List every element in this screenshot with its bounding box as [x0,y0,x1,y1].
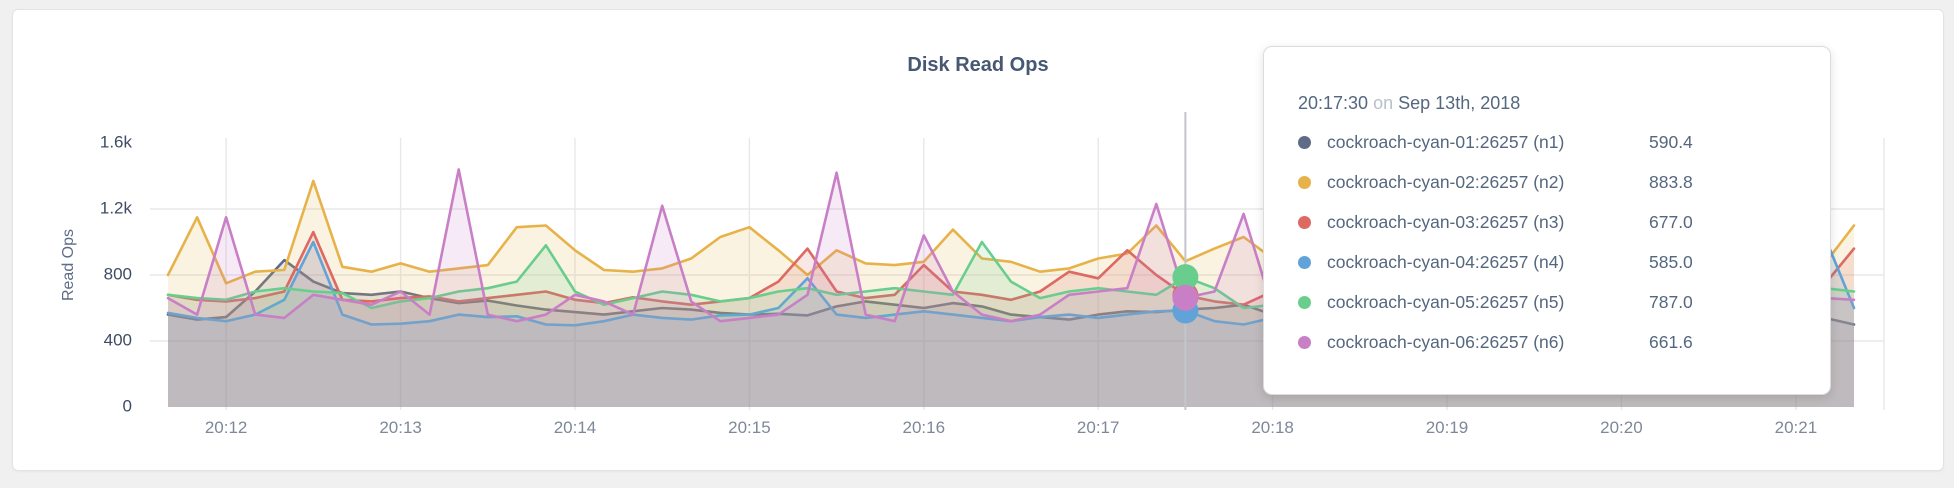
x-tick-label: 20:15 [728,418,771,437]
series-value: 883.8 [1649,171,1693,192]
series-label: cockroach-cyan-02:26257 (n2) [1327,171,1565,192]
tooltip-time: 20:17:30 [1298,93,1369,113]
series-label: cockroach-cyan-01:26257 (n1) [1327,131,1565,152]
series-color-dot [1298,335,1311,349]
series-value: 787.0 [1649,291,1693,312]
tooltip-row: cockroach-cyan-02:26257 (n2) 883.8 [1298,162,1800,202]
hover-dots [1172,264,1199,324]
y-tick-label: 1.6k [100,132,133,151]
series-color-dot [1298,175,1311,189]
series-label: cockroach-cyan-06:26257 (n6) [1327,331,1565,352]
x-tick-label: 20:18 [1251,418,1294,437]
tooltip-row: cockroach-cyan-06:26257 (n6) 661.6 [1298,322,1800,362]
x-tick-label: 20:16 [903,418,946,437]
y-tick-label: 1.2k [100,198,133,217]
series-label: cockroach-cyan-04:26257 (n4) [1327,251,1565,272]
series-label: cockroach-cyan-05:26257 (n5) [1327,291,1565,312]
x-tick-label: 20:14 [554,418,597,437]
y-tick-label: 400 [104,330,132,349]
series-value: 661.6 [1649,331,1693,352]
tooltip-row: cockroach-cyan-05:26257 (n5) 787.0 [1298,282,1800,322]
chart-title: Disk Read Ops [907,54,1049,76]
tooltip-row: cockroach-cyan-04:26257 (n4) 585.0 [1298,242,1800,282]
tooltip-date: Sep 13th, 2018 [1398,93,1521,113]
hover-dot-n5 [1172,264,1199,291]
series-value: 585.0 [1649,251,1693,272]
axis-tick-labels: 1.6k 1.2k 800 400 0 20:12 20:13 20:14 20:15 20:16… [100,132,1817,437]
series-color-dot [1298,295,1311,309]
hover-dot-n6 [1172,284,1199,311]
series-value: 590.4 [1649,131,1693,152]
series-color-dot [1298,135,1311,149]
series-label: cockroach-cyan-03:26257 (n3) [1327,211,1565,232]
tooltip-preposition: on [1373,93,1394,113]
x-tick-label: 20:13 [379,418,422,437]
x-tick-label: 20:12 [205,418,248,437]
tooltip-rows: cockroach-cyan-01:26257 (n1) 590.4 cockroa… [1298,122,1800,362]
x-tick-label: 20:19 [1426,418,1469,437]
tooltip-header: 20:17:30 on Sep 13th, 2018 [1298,93,1800,114]
y-tick-label: 800 [104,264,132,283]
y-tick-label: 0 [123,396,132,415]
tooltip-row: cockroach-cyan-03:26257 (n3) 677.0 [1298,202,1800,242]
series-color-dot [1298,255,1311,269]
tooltip-row: cockroach-cyan-01:26257 (n1) 590.4 [1298,122,1800,162]
x-tick-label: 20:21 [1775,418,1818,437]
x-tick-label: 20:20 [1600,418,1643,437]
hover-tooltip: 20:17:30 on Sep 13th, 2018 cockroach-cya… [1263,46,1831,395]
series-value: 677.0 [1649,211,1693,232]
series-color-dot [1298,215,1311,229]
x-tick-label: 20:17 [1077,418,1120,437]
